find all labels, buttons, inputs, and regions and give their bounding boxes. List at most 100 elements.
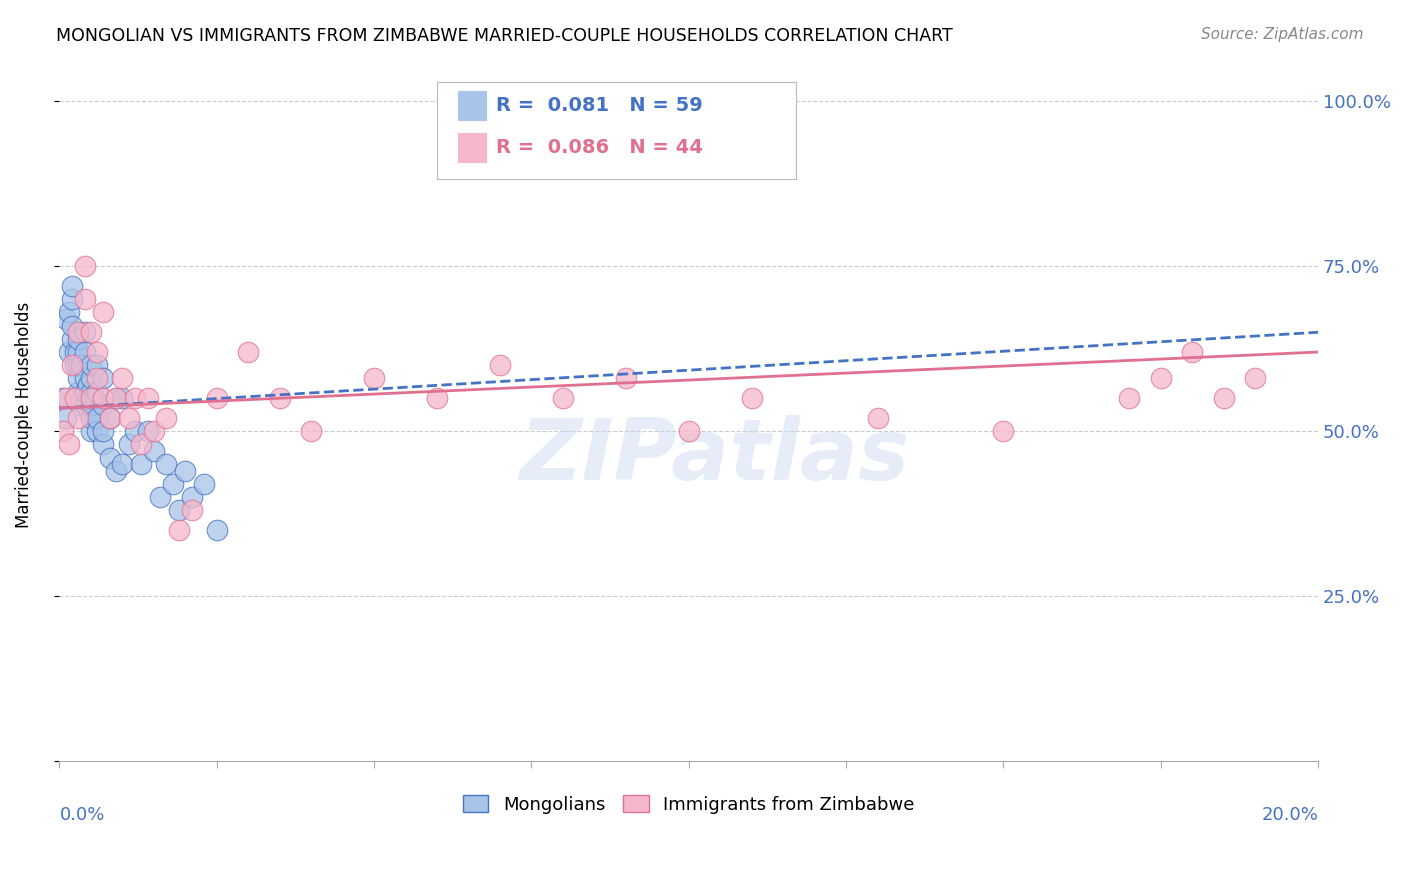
Point [238,345,260,359]
Point [83,391,105,405]
Point [86,411,108,425]
Point [489,358,512,372]
Point [136,424,159,438]
Point [111,371,134,385]
Point [80,424,103,438]
Point [866,411,889,425]
Point [1244,371,1267,385]
Point [167,523,190,537]
Point [80,325,103,339]
Text: R =  0.081   N = 59: R = 0.081 N = 59 [496,96,703,115]
Point [70,391,93,405]
Point [111,457,134,471]
Point [129,457,152,471]
Point [98,450,121,465]
Point [67,411,90,425]
Point [678,424,700,438]
Point [67,345,90,359]
Point [76,404,98,418]
Point [111,391,134,405]
Bar [458,91,486,120]
Point [105,464,128,478]
Point [93,437,115,451]
Point [129,437,152,451]
Point [80,391,103,405]
Point [58,437,80,451]
Point [67,358,90,372]
Point [86,371,108,385]
Point [73,371,96,385]
Point [86,358,108,372]
Point [363,371,385,385]
Point [1181,345,1204,359]
Point [55,312,77,326]
Point [80,411,103,425]
Point [73,293,96,307]
Point [299,424,322,438]
Point [93,398,115,412]
Point [55,411,77,425]
Text: MONGOLIAN VS IMMIGRANTS FROM ZIMBABWE MARRIED-COUPLE HOUSEHOLDS CORRELATION CHAR: MONGOLIAN VS IMMIGRANTS FROM ZIMBABWE MA… [56,27,953,45]
Point [426,391,449,405]
Point [60,358,83,372]
Point [180,490,202,504]
Bar [458,133,486,162]
Point [193,476,215,491]
Point [93,305,115,319]
Point [76,378,98,392]
Point [60,332,83,346]
Point [63,391,86,405]
Point [93,391,115,405]
Legend: Mongolians, Immigrants from Zimbabwe: Mongolians, Immigrants from Zimbabwe [456,788,921,821]
Point [124,391,146,405]
Text: 20.0%: 20.0% [1261,805,1319,824]
Point [58,345,80,359]
Point [63,345,86,359]
Text: ZIPatlas: ZIPatlas [519,415,910,498]
Point [155,457,177,471]
Point [205,523,228,537]
FancyBboxPatch shape [437,82,796,179]
Point [1212,391,1234,405]
Point [167,503,190,517]
Point [73,345,96,359]
Point [180,503,202,517]
Text: Source: ZipAtlas.com: Source: ZipAtlas.com [1201,27,1364,42]
Point [73,325,96,339]
Point [614,371,637,385]
Point [58,305,80,319]
Point [63,358,86,372]
Point [105,391,128,405]
Point [67,371,90,385]
Point [80,358,103,372]
Point [136,391,159,405]
Point [60,293,83,307]
Point [70,358,93,372]
Point [117,411,139,425]
Point [86,384,108,399]
Point [993,424,1015,438]
Point [60,318,83,333]
Point [73,260,96,274]
Point [60,279,83,293]
Point [93,424,115,438]
Point [55,391,77,405]
Point [1118,391,1140,405]
Point [174,464,197,478]
Point [142,444,165,458]
Point [51,391,73,405]
Point [105,391,128,405]
Point [149,490,172,504]
Point [205,391,228,405]
Point [269,391,291,405]
Point [1150,371,1173,385]
Point [162,476,184,491]
Point [551,391,574,405]
Text: R =  0.086   N = 44: R = 0.086 N = 44 [496,138,703,157]
Point [741,391,763,405]
Point [67,384,90,399]
Point [67,325,90,339]
Point [86,424,108,438]
Point [155,411,177,425]
Point [80,371,103,385]
